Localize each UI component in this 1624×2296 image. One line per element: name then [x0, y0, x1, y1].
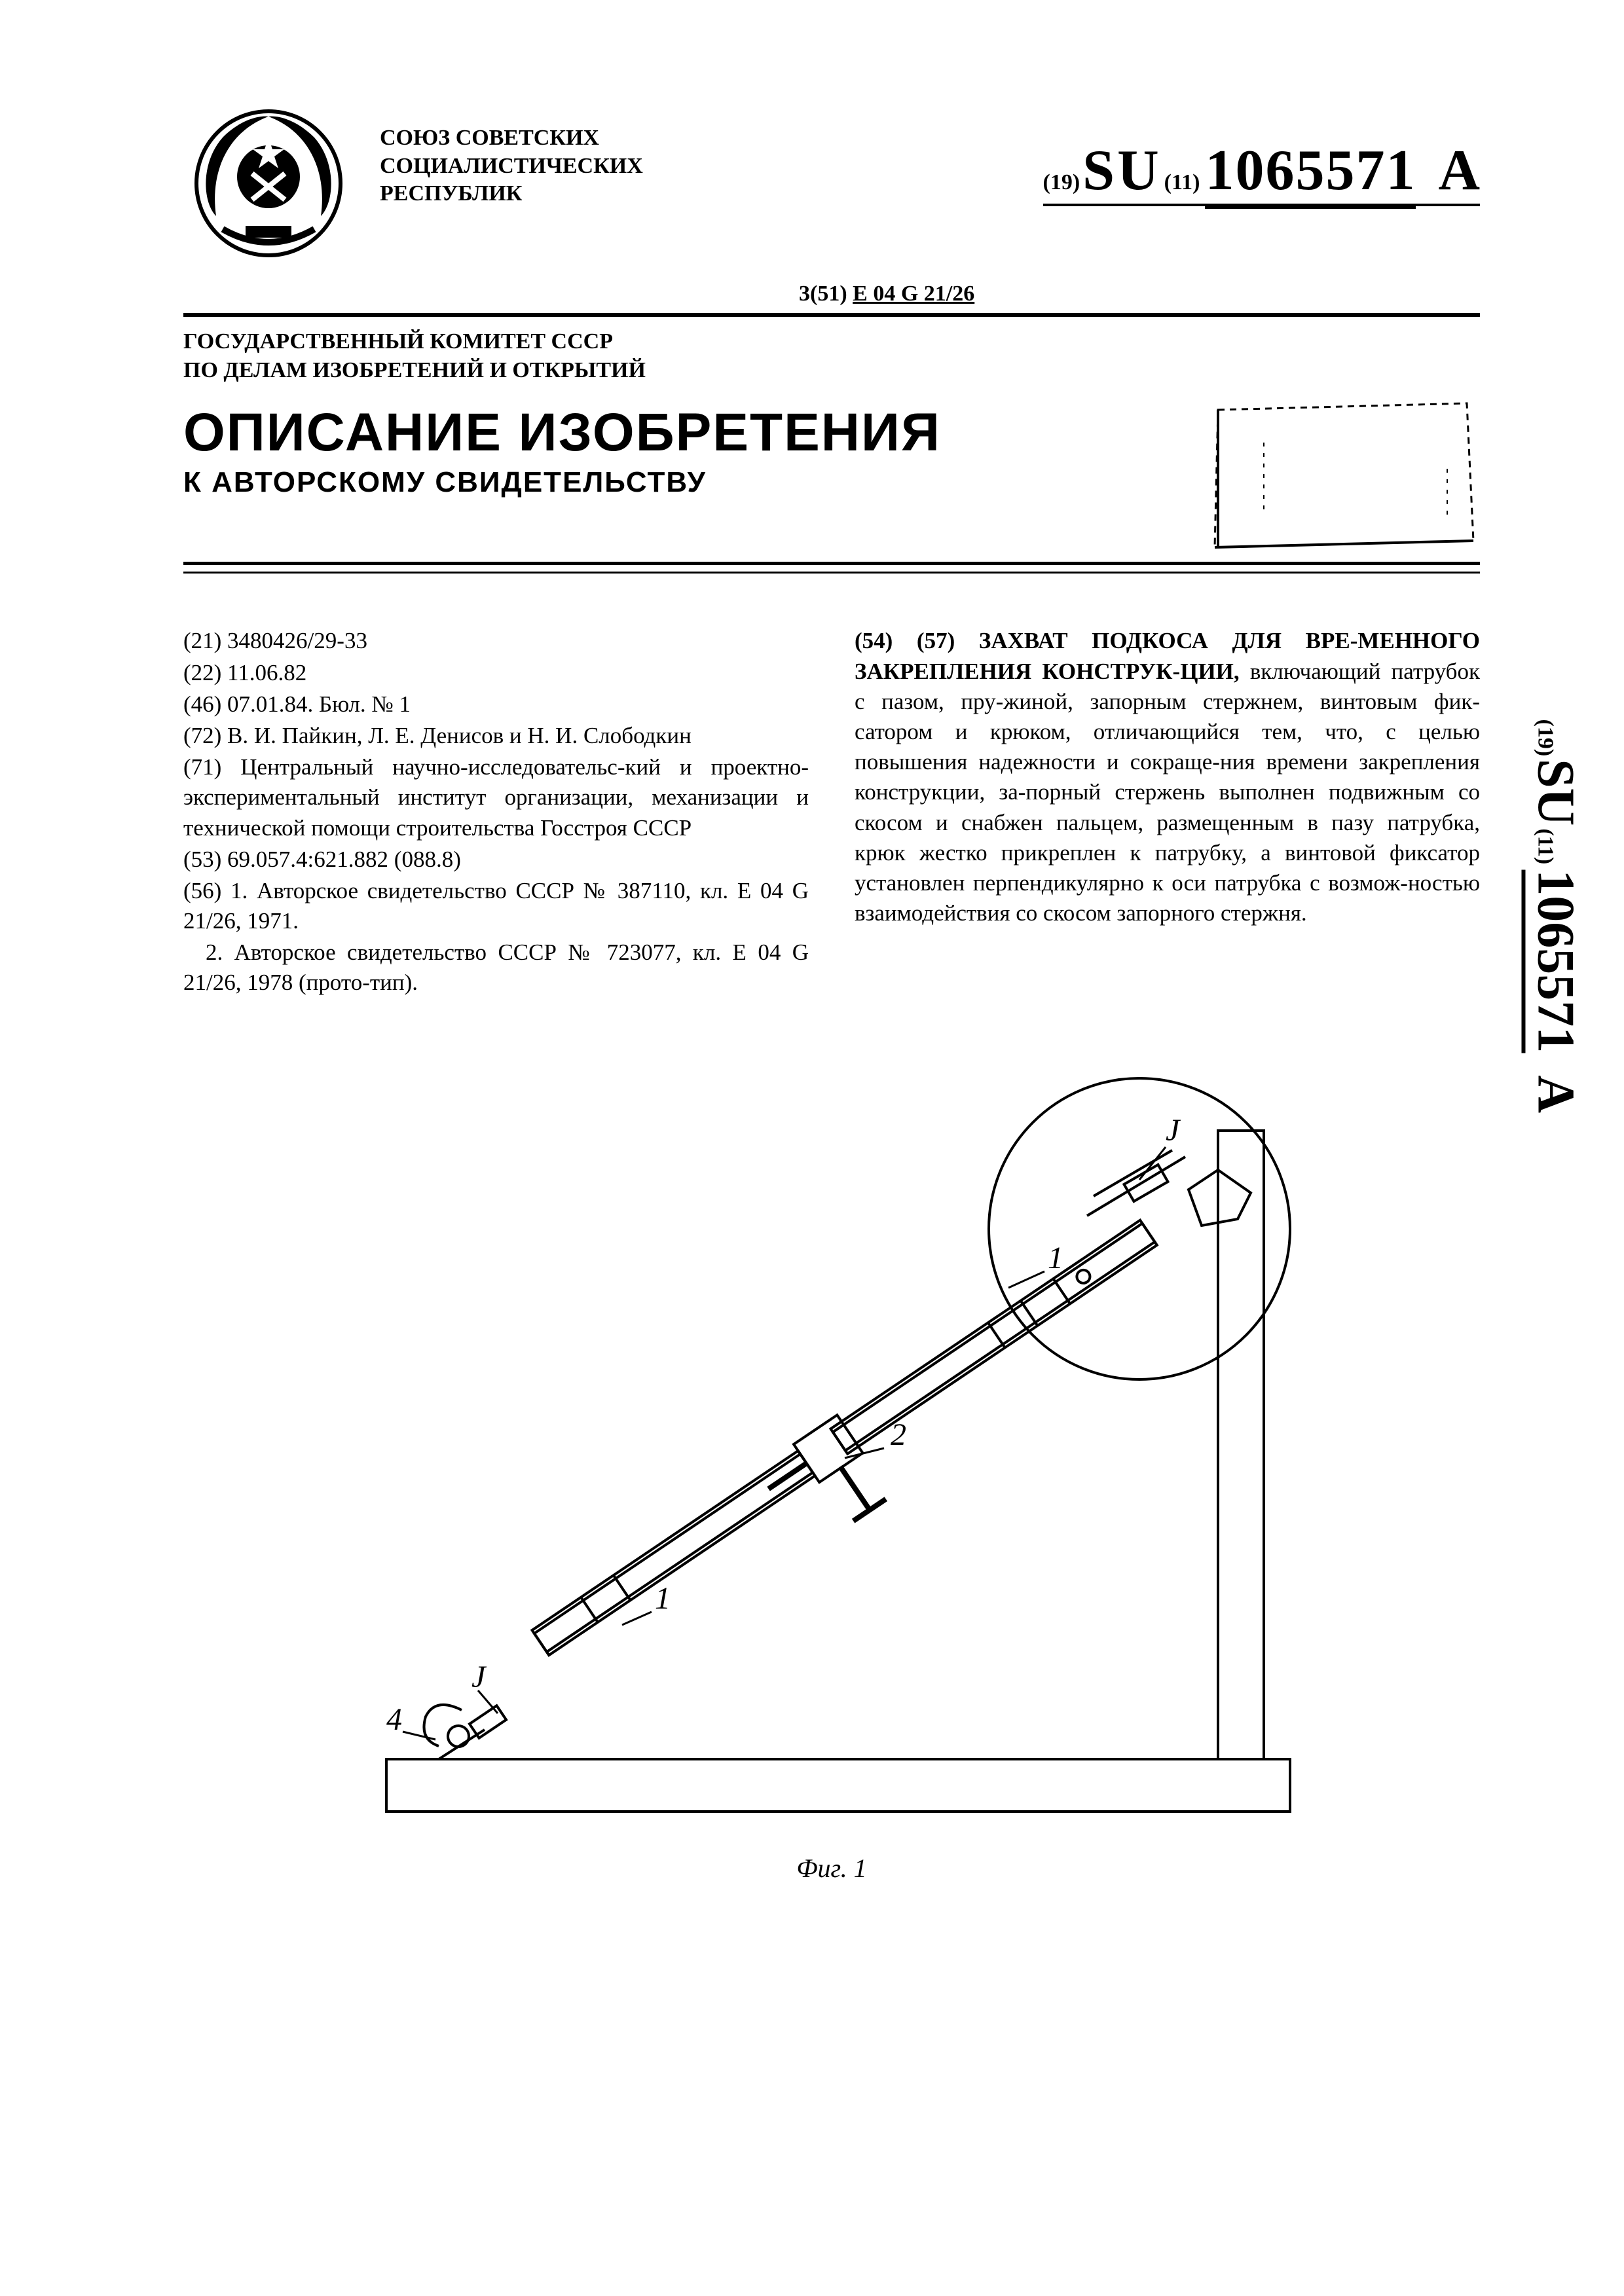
side-publication-code: (19) SU (11) 1065571 A [1525, 720, 1585, 1113]
field-22: (22) 11.06.82 [183, 658, 809, 688]
ipc-code: E 04 G 21/26 [853, 282, 974, 306]
left-column: (21) 3480426/29-33 (22) 11.06.82 (46) 07… [183, 626, 809, 999]
figure-1: J 1 2 1 J 4 Фиг. 1 [183, 1026, 1480, 1884]
ipc-classification: 3(51) E 04 G 21/26 [799, 282, 1480, 306]
state-emblem [183, 98, 354, 268]
title-text: ОПИСАНИЕ ИЗОБРЕТЕНИЯ К АВТОРСКОМУ СВИДЕТ… [183, 397, 1179, 509]
fig-label-1-bottom: 1 [655, 1581, 671, 1616]
side-pub-number: 1065571 [1521, 869, 1584, 1053]
ipc-prefix: 3(51) [799, 282, 847, 306]
body-columns: (21) 3480426/29-33 (22) 11.06.82 (46) 07… [183, 626, 1480, 999]
double-rule [183, 562, 1480, 574]
publication-number: 1065571 [1205, 139, 1416, 209]
country-code: SU [1082, 139, 1162, 202]
field-72: (72) В. И. Пайкин, Л. Е. Денисов и Н. И.… [183, 721, 809, 751]
header-row: СОЮЗ СОВЕТСКИХ СОЦИАЛИСТИЧЕСКИХ РЕСПУБЛИ… [183, 98, 1480, 268]
fig-label-J-top: J [1166, 1113, 1181, 1148]
abstract: (54) (57) ЗАХВАТ ПОДКОСА ДЛЯ ВРЕ-МЕННОГО… [855, 626, 1480, 928]
code-19: (19) [1043, 170, 1080, 194]
field-71: (71) Центральный научно-исследовательс-к… [183, 752, 809, 843]
union-line1: СОЮЗ СОВЕТСКИХ [380, 124, 643, 153]
field-46: (46) 07.01.84. Бюл. № 1 [183, 689, 809, 720]
publication-code: (19) SU (11) 1065571 A [1043, 98, 1481, 215]
union-line3: РЕСПУБЛИК [380, 180, 643, 208]
fig-label-4: 4 [386, 1702, 402, 1737]
title-sub: К АВТОРСКОМУ СВИДЕТЕЛЬСТВУ [183, 466, 1179, 499]
side-kind: A [1526, 1075, 1584, 1113]
figure-svg: J 1 2 1 J 4 [275, 1026, 1388, 1844]
side-code-11: (11) [1533, 828, 1557, 864]
committee-line2: ПО ДЕЛАМ ИЗОБРЕТЕНИЙ И ОТКРЫТИЙ [183, 356, 1480, 385]
fig-label-1-top: 1 [1048, 1241, 1063, 1275]
rule-top [183, 313, 1480, 317]
title-block: ОПИСАНИЕ ИЗОБРЕТЕНИЯ К АВТОРСКОМУ СВИДЕТ… [183, 397, 1480, 554]
field-21: (21) 3480426/29-33 [183, 626, 809, 656]
union-name: СОЮЗ СОВЕТСКИХ СОЦИАЛИСТИЧЕСКИХ РЕСПУБЛИ… [354, 98, 643, 208]
title-main: ОПИСАНИЕ ИЗОБРЕТЕНИЯ [183, 402, 1179, 464]
field-56b: 2. Авторское свидетельство СССР № 723077… [183, 938, 809, 998]
committee-name: ГОСУДАРСТВЕННЫЙ КОМИТЕТ СССР ПО ДЕЛАМ ИЗ… [183, 327, 1480, 385]
figure-caption: Фиг. 1 [183, 1853, 1480, 1884]
stamp-box [1205, 397, 1480, 554]
field-56a: (56) 1. Авторское свидетельство СССР № 3… [183, 876, 809, 936]
fig-label-2: 2 [891, 1417, 906, 1452]
abstract-text: включающий патрубок с пазом, пру-жиной, … [855, 659, 1480, 926]
side-code-19: (19) [1533, 720, 1557, 757]
fig-label-J-bottom: J [471, 1660, 487, 1694]
committee-line1: ГОСУДАРСТВЕННЫЙ КОМИТЕТ СССР [183, 327, 1480, 356]
kind-code: A [1438, 139, 1480, 202]
side-country: SU [1526, 759, 1584, 826]
field-53: (53) 69.057.4:621.882 (088.8) [183, 845, 809, 875]
union-line2: СОЦИАЛИСТИЧЕСКИХ [380, 153, 643, 181]
right-column: (54) (57) ЗАХВАТ ПОДКОСА ДЛЯ ВРЕ-МЕННОГО… [855, 626, 1480, 999]
code-11: (11) [1164, 170, 1200, 194]
